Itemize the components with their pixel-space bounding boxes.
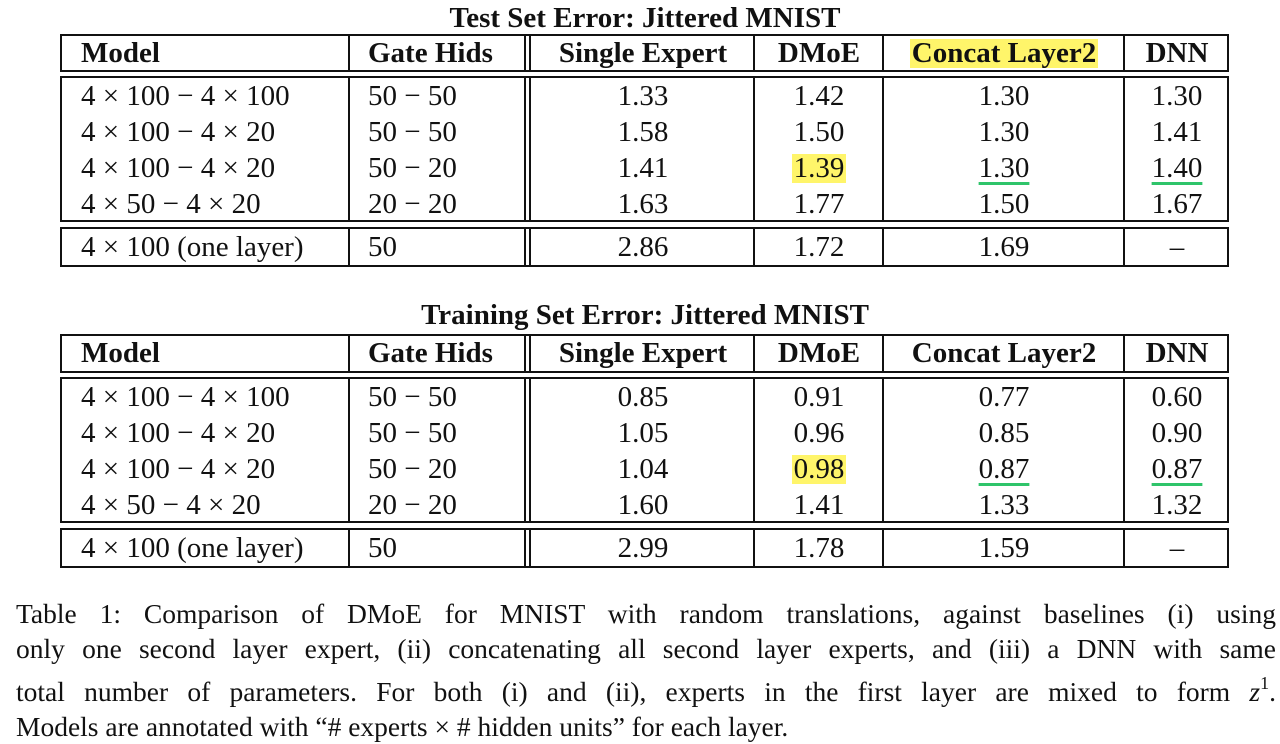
cell-model: 4 × 100 − 4 × 100 [81,79,290,112]
header-model: Model [81,337,160,369]
table-row: 4 × 100 − 4 × 20 50 − 20 1.04 0.98 0.87 … [62,451,1227,487]
cell-concat-layer2: 1.59 [978,531,1030,564]
table-row: 4 × 100 − 4 × 100 50 − 50 0.85 0.91 0.77… [62,379,1227,415]
cell-concat-layer2: 1.33 [978,488,1030,521]
cell-dnn: 1.32 [1151,488,1203,521]
cell-concat-layer2-underlined: 0.87 [978,452,1030,485]
table-row: 4 × 100 − 4 × 20 50 − 20 1.41 1.39 1.30 … [62,150,1227,186]
cell-single-expert: 1.05 [617,416,669,449]
header-single-expert: Single Expert [558,36,728,69]
cell-dmoe-highlighted: 0.98 [791,452,847,485]
cell-model: 4 × 100 − 4 × 20 [81,115,276,148]
cell-dnn-underlined: 1.40 [1151,151,1203,184]
cell-concat-layer2: 0.85 [978,416,1030,449]
cell-dmoe: 1.50 [793,115,845,148]
cell-gate-hids: 20 − 20 [368,488,457,521]
cell-dmoe: 1.77 [793,187,845,220]
cell-dmoe-highlighted: 1.39 [791,151,847,184]
cell-concat-layer2-underlined: 1.30 [978,151,1030,184]
cell-dmoe: 1.41 [793,488,845,521]
cell-model: 4 × 50 − 4 × 20 [81,488,261,521]
cell-gate-hids: 50 − 50 [368,115,457,148]
cell-gate-hids: 50 − 50 [368,380,457,413]
cell-model: 4 × 100 − 4 × 20 [81,151,276,184]
cell-single-expert: 2.99 [617,531,669,564]
cell-single-expert: 1.63 [617,187,669,220]
cell-dnn: 0.60 [1151,380,1203,413]
cell-dnn-underlined: 0.87 [1151,452,1203,485]
table-row: 4 × 100 − 4 × 20 50 − 50 1.58 1.50 1.30 … [62,114,1227,150]
cell-concat-layer2: 1.50 [978,187,1030,220]
cell-concat-layer2: 1.69 [978,230,1030,263]
cell-gate-hids: 50 − 20 [368,151,457,184]
header-dmoe: DMoE [777,36,861,69]
cell-gate-hids: 50 − 50 [368,79,457,112]
test-table-title: Test Set Error: Jittered MNIST [449,2,841,34]
cell-model: 4 × 100 (one layer) [81,230,304,263]
training-table-header: Model Gate Hids Single Expert DMoE Conca… [60,334,1229,373]
cell-model: 4 × 100 − 4 × 20 [81,452,276,485]
cell-dmoe: 1.72 [793,230,845,263]
cell-concat-layer2: 1.30 [978,79,1030,112]
cell-dnn: 1.30 [1151,79,1203,112]
cell-dnn: 1.67 [1151,187,1203,220]
table-row: 4 × 50 − 4 × 20 20 − 20 1.63 1.77 1.50 1… [62,186,1227,222]
table-row: 4 × 100 − 4 × 20 50 − 50 1.05 0.96 0.85 … [62,415,1227,451]
cell-model: 4 × 100 (one layer) [81,531,304,564]
cell-gate-hids: 50 − 20 [368,452,457,485]
cell-gate-hids: 20 − 20 [368,187,457,220]
cell-concat-layer2: 0.77 [978,380,1030,413]
cell-single-expert: 1.58 [617,115,669,148]
cell-model: 4 × 100 − 4 × 100 [81,380,290,413]
table-row: 4 × 100 − 4 × 100 50 − 50 1.33 1.42 1.30… [62,78,1227,114]
header-concat-layer2: Concat Layer2 [909,36,1099,69]
header-single-expert: Single Expert [558,337,728,369]
cell-single-expert: 1.04 [617,452,669,485]
caption-line: only one second layer expert, (ii) conca… [16,633,1276,664]
cell-single-expert: 2.86 [617,230,669,263]
training-table-title: Training Set Error: Jittered MNIST [421,299,869,331]
cell-dnn: 0.90 [1151,416,1203,449]
table-caption: Table 1: Comparison of DMoE for MNIST wi… [16,596,1276,744]
cell-gate-hids: 50 − 50 [368,416,457,449]
cell-dmoe: 1.78 [793,531,845,564]
caption-line: total number of parameters. For both (i)… [16,673,1276,707]
training-table-single-layer-row: 4 × 100 (one layer) 50 2.99 1.78 1.59 – [60,528,1229,568]
header-dmoe: DMoE [777,337,861,369]
test-table-single-layer-row: 4 × 100 (one layer) 50 2.86 1.72 1.69 – [60,227,1229,267]
header-dnn: DNN [1145,36,1209,69]
cell-gate-hids: 50 [368,230,397,263]
cell-dmoe: 0.91 [793,380,845,413]
caption-line: Table 1: Comparison of DMoE for MNIST wi… [16,598,1276,629]
cell-single-expert: 1.33 [617,79,669,112]
cell-dnn: – [1169,531,1185,564]
test-table-body: 4 × 100 − 4 × 100 50 − 50 1.33 1.42 1.30… [60,76,1229,222]
cell-model: 4 × 50 − 4 × 20 [81,187,261,220]
cell-concat-layer2: 1.30 [978,115,1030,148]
cell-dmoe: 0.96 [793,416,845,449]
cell-single-expert: 1.41 [617,151,669,184]
cell-dnn: 1.41 [1151,115,1203,148]
cell-single-expert: 0.85 [617,380,669,413]
header-concat-layer2: Concat Layer2 [911,337,1097,369]
header-dnn: DNN [1145,337,1209,369]
cell-dmoe: 1.42 [793,79,845,112]
header-model: Model [81,36,160,69]
cell-single-expert: 1.60 [617,488,669,521]
training-table-body: 4 × 100 − 4 × 100 50 − 50 0.85 0.91 0.77… [60,377,1229,523]
test-table-header: Model Gate Hids Single Expert DMoE Conca… [60,34,1229,72]
header-gate-hids: Gate Hids [368,36,493,69]
cell-gate-hids: 50 [368,531,397,564]
cell-dnn: – [1169,230,1185,263]
caption-line: Models are annotated with “# experts × #… [16,711,789,742]
table-row: 4 × 50 − 4 × 20 20 − 20 1.60 1.41 1.33 1… [62,487,1227,523]
header-gate-hids: Gate Hids [368,337,493,369]
cell-model: 4 × 100 − 4 × 20 [81,416,276,449]
